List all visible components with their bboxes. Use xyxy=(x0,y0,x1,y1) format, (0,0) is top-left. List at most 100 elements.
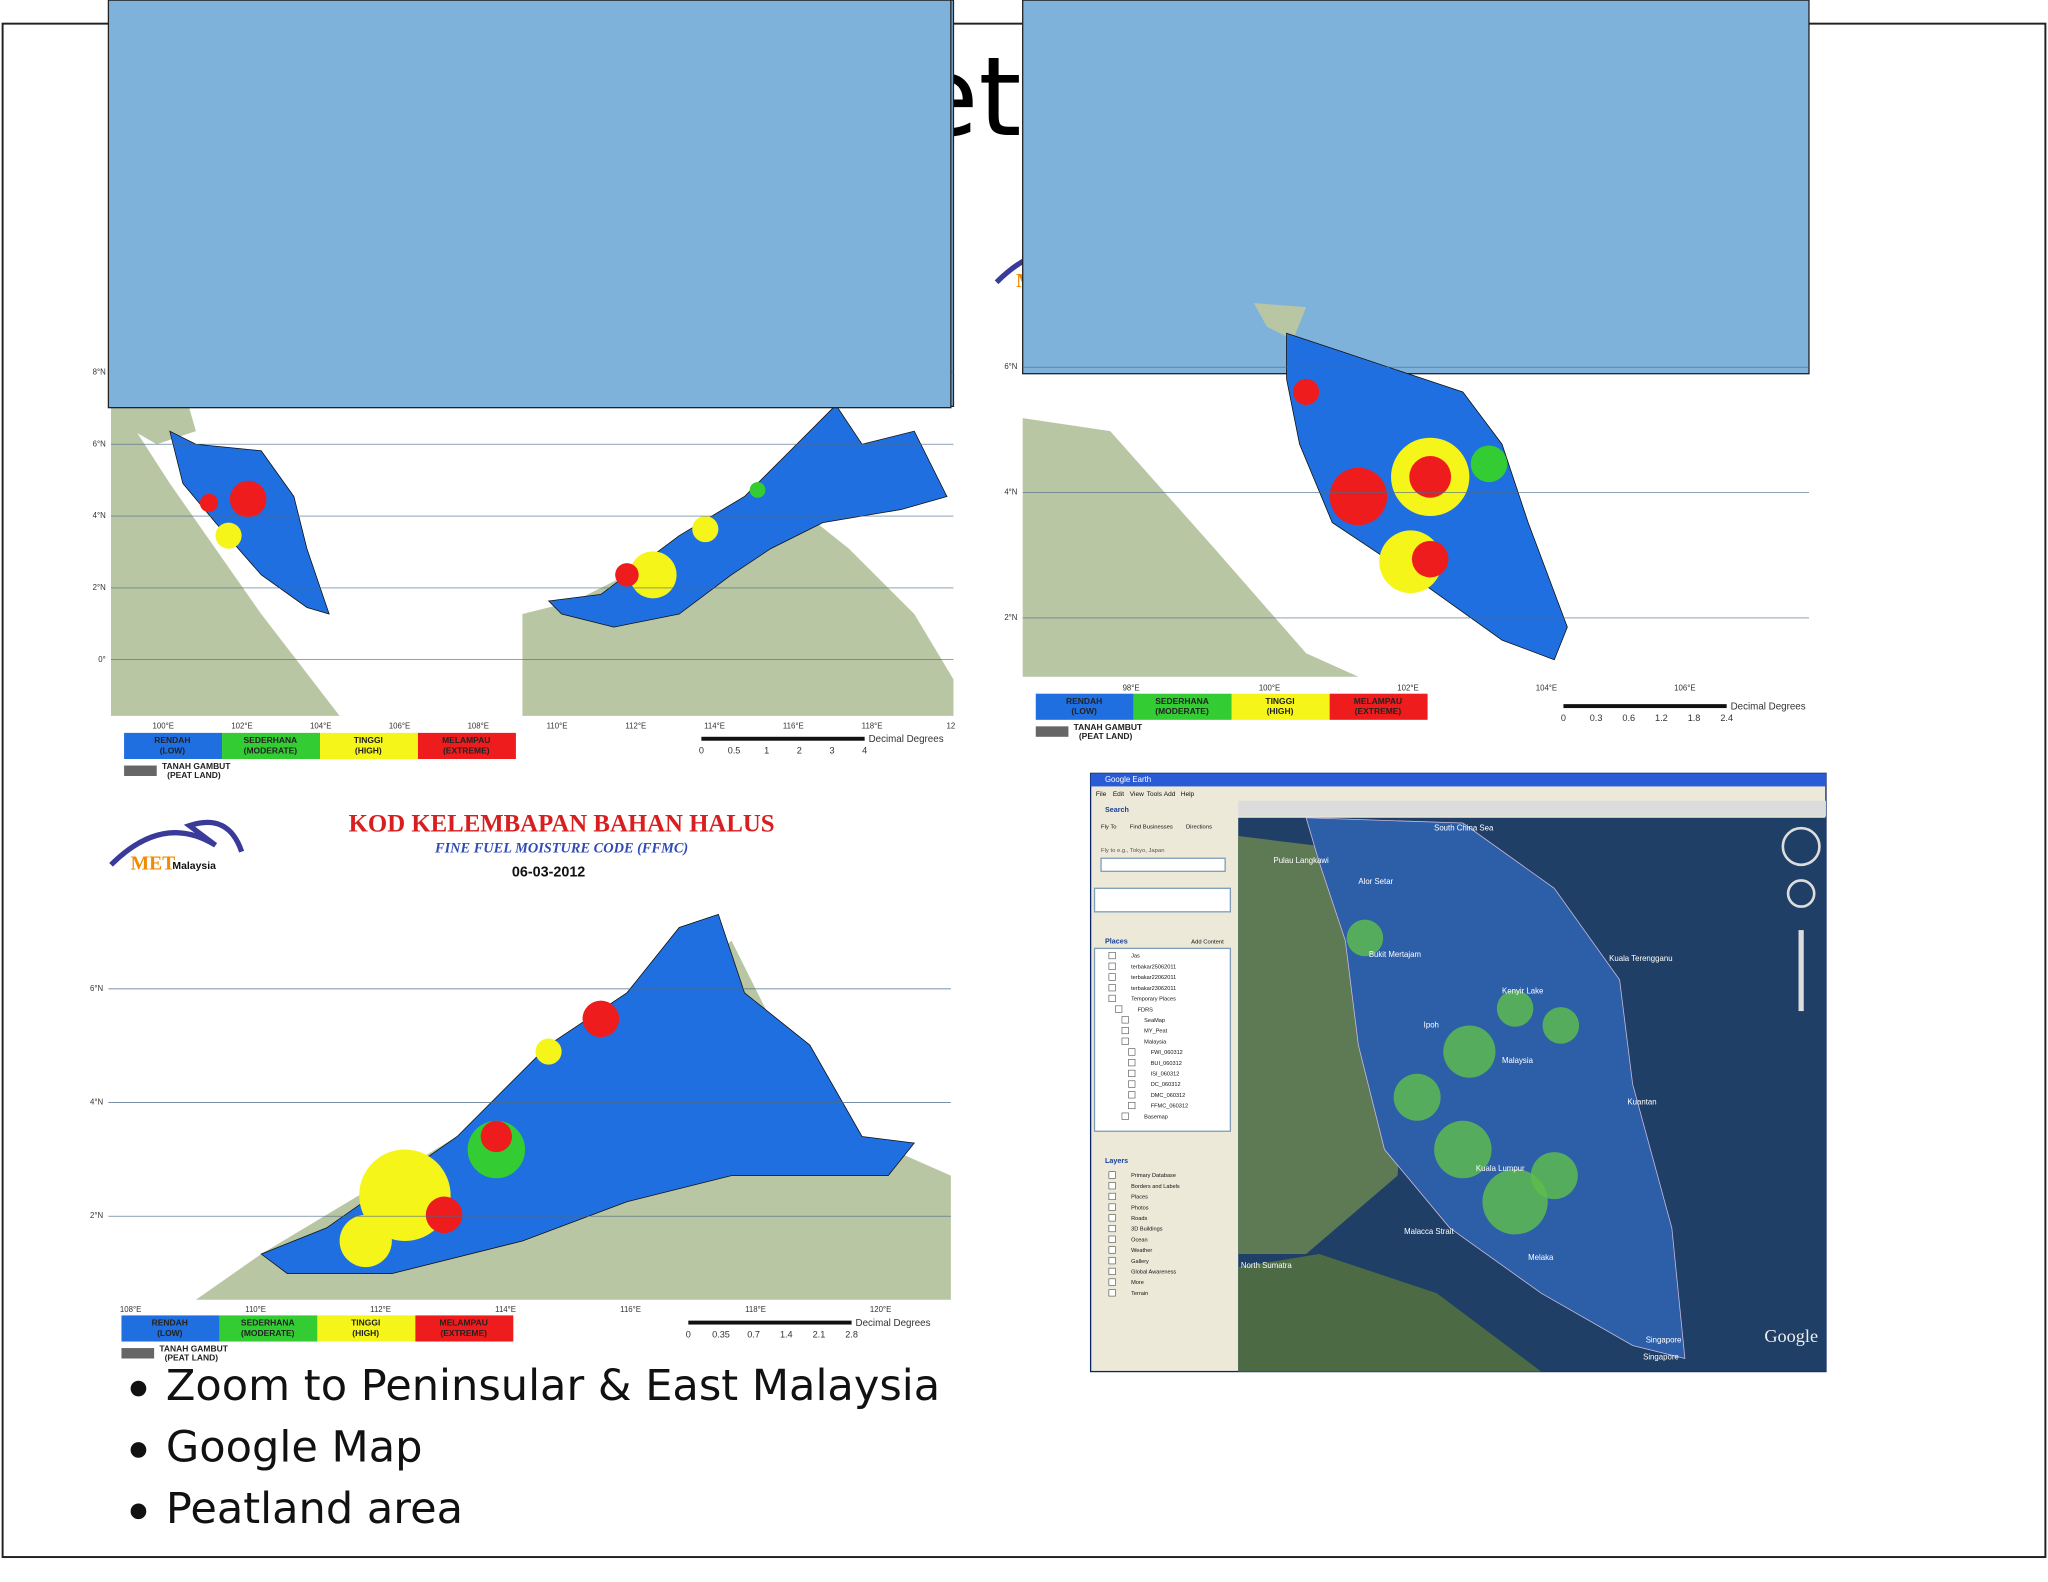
bullet-text: Google Map xyxy=(166,1422,423,1472)
ge-green-patch xyxy=(1393,1073,1441,1121)
peat-label: TANAH GAMBUT xyxy=(162,761,231,771)
scale-label: 0.7 xyxy=(747,1329,760,1339)
legend-sub: (MODERATE) xyxy=(1155,706,1209,716)
legend-sub: (EXTREME) xyxy=(443,745,490,755)
scale-label: 2 xyxy=(797,746,802,756)
scale-label: 0.35 xyxy=(712,1329,730,1339)
ge-nav xyxy=(1781,826,1821,867)
ge-checkbox xyxy=(1108,1203,1116,1211)
lon-label: 104°E xyxy=(310,721,331,730)
legend-swatch xyxy=(417,732,516,759)
ge-map-label: Kuala Lumpur xyxy=(1476,1164,1525,1173)
ge-fly-hint: Fly to e.g., Tokyo, Japan xyxy=(1101,848,1164,854)
ffmc-patch xyxy=(480,1120,512,1153)
ge-places: Places xyxy=(1105,938,1128,946)
ge-checkbox xyxy=(1108,1267,1116,1275)
peat-label: TANAH GAMBUT xyxy=(159,1344,228,1354)
ge-place-item: DC_060312 xyxy=(1151,1082,1181,1088)
lon-label: 102°E xyxy=(231,721,252,730)
ge-menu: File xyxy=(1096,791,1107,798)
logo: MET xyxy=(131,853,176,874)
legend-sub: (HIGH) xyxy=(355,745,382,755)
land xyxy=(1253,303,1307,340)
ge-place-item: Basemap xyxy=(1144,1114,1168,1120)
ge-checkbox xyxy=(1108,984,1116,992)
lat-label: 4°N xyxy=(93,511,106,520)
ge-map-label: Alor Setar xyxy=(1358,877,1393,886)
legend-swatch xyxy=(121,1315,220,1342)
bullet-dot xyxy=(130,1380,147,1397)
ffmc-patch xyxy=(615,563,639,587)
lon-label: 112°E xyxy=(370,1305,391,1314)
legend-swatch xyxy=(222,732,320,759)
peat-swatch xyxy=(1035,726,1069,737)
ge-tab: Directions xyxy=(1186,824,1212,830)
legend-label: RENDAH xyxy=(154,735,190,745)
lon-label: 100°E xyxy=(1259,684,1280,693)
legend-label: SEDERHANA xyxy=(241,1317,295,1327)
lon-label: 116°E xyxy=(783,721,804,730)
ge-checkbox xyxy=(1108,1214,1116,1222)
ge-tab: Find Businesses xyxy=(1130,824,1173,830)
scale-label: 1.4 xyxy=(780,1329,793,1339)
ge-place-item: FDRS xyxy=(1138,1007,1154,1013)
ffmc-patch xyxy=(1470,445,1508,483)
legend-label: MELAMPAU xyxy=(442,735,490,745)
ge-layer-item: Places xyxy=(1131,1195,1148,1201)
ge-place-item: Temporary Places xyxy=(1131,997,1176,1003)
ge-layer-item: More xyxy=(1131,1280,1144,1286)
lon-label: 12 xyxy=(946,721,955,730)
ge-checkbox xyxy=(1128,1059,1136,1067)
scale-label: 0.3 xyxy=(1590,713,1603,723)
scale-label: 2.8 xyxy=(845,1329,858,1339)
ge-layer-item: Terrain xyxy=(1131,1291,1148,1297)
ffmc-patch xyxy=(339,1214,392,1268)
legend-label: TINGGI xyxy=(351,1317,380,1327)
ge-tab: Fly To xyxy=(1101,824,1117,830)
lat-label: 2°N xyxy=(93,583,106,592)
ge-map-label: Bukit Mertajam xyxy=(1369,950,1421,959)
ge-checkbox xyxy=(1108,952,1116,960)
ffmc-patch xyxy=(629,551,677,599)
legend-sub: (LOW) xyxy=(1071,706,1097,716)
bullet-text: Peatland area xyxy=(166,1484,463,1534)
map-subtitle: FINE FUEL MOISTURE CODE (FFMC) xyxy=(434,840,688,856)
ge-layer-item: Ocean xyxy=(1131,1237,1148,1243)
lon-label: 116°E xyxy=(620,1305,641,1314)
ge-map-label: Melaka xyxy=(1528,1253,1554,1262)
scale-unit: Decimal Degrees xyxy=(1731,701,1806,712)
ffmc-patch xyxy=(1293,378,1320,406)
ge-checkbox xyxy=(1121,1016,1129,1024)
lat-label: 2°N xyxy=(90,1211,103,1220)
ge-layer-item: Primary Database xyxy=(1131,1173,1176,1179)
ge-checkbox xyxy=(1108,1225,1116,1233)
scale-label: 4 xyxy=(862,746,867,756)
legend-swatch xyxy=(320,732,418,759)
logo-mark xyxy=(109,819,245,867)
legend-label: TINGGI xyxy=(1265,696,1294,706)
legend-swatch xyxy=(317,1315,416,1342)
ge-checkbox xyxy=(1108,973,1116,981)
ge-checkbox xyxy=(1108,994,1116,1002)
land xyxy=(522,496,954,716)
ge-title: Google Earth xyxy=(1105,775,1151,784)
ge-nav xyxy=(1786,879,1816,908)
ge-checkbox xyxy=(1128,1080,1136,1088)
ge-menu: Edit xyxy=(1113,791,1124,798)
legend-label: MELAMPAU xyxy=(1354,696,1402,706)
scale-label: 2.1 xyxy=(813,1329,826,1339)
legend-swatch xyxy=(1329,693,1428,720)
ffmc-patch xyxy=(425,1196,463,1234)
ge-toolbar xyxy=(1238,800,1826,817)
ge-place-item: BUI_060312 xyxy=(1151,1061,1182,1067)
ge-box xyxy=(1093,887,1232,913)
lat-label: 4°N xyxy=(90,1098,103,1107)
ge-input xyxy=(1100,857,1226,872)
peat-swatch xyxy=(121,1348,155,1359)
scale-bar xyxy=(688,1320,852,1325)
ge-green-patch xyxy=(1530,1152,1578,1200)
ge-menu: Tools xyxy=(1147,791,1163,798)
lat-label: 6°N xyxy=(90,984,103,993)
